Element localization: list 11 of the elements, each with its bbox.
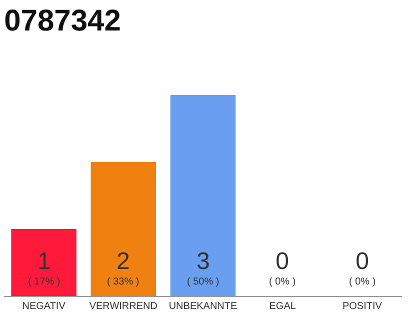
data-label: 1 ( 17% )	[28, 248, 60, 288]
data-label: 3 ( 50% )	[187, 248, 220, 288]
chart-title: 0787342	[4, 4, 121, 38]
data-label: 0 ( 0% )	[349, 248, 376, 288]
data-label: 2 ( 33% )	[107, 248, 140, 288]
x-tick-label: NEGATIV	[22, 301, 66, 312]
x-tick-label: UNBEKANNTE	[168, 301, 238, 312]
x-tick-label: VERWIRREND	[89, 301, 158, 312]
data-label: 0 ( 0% )	[269, 248, 296, 288]
x-tick-label: EGAL	[269, 301, 296, 312]
x-tick-label: POSITIV	[342, 301, 382, 312]
